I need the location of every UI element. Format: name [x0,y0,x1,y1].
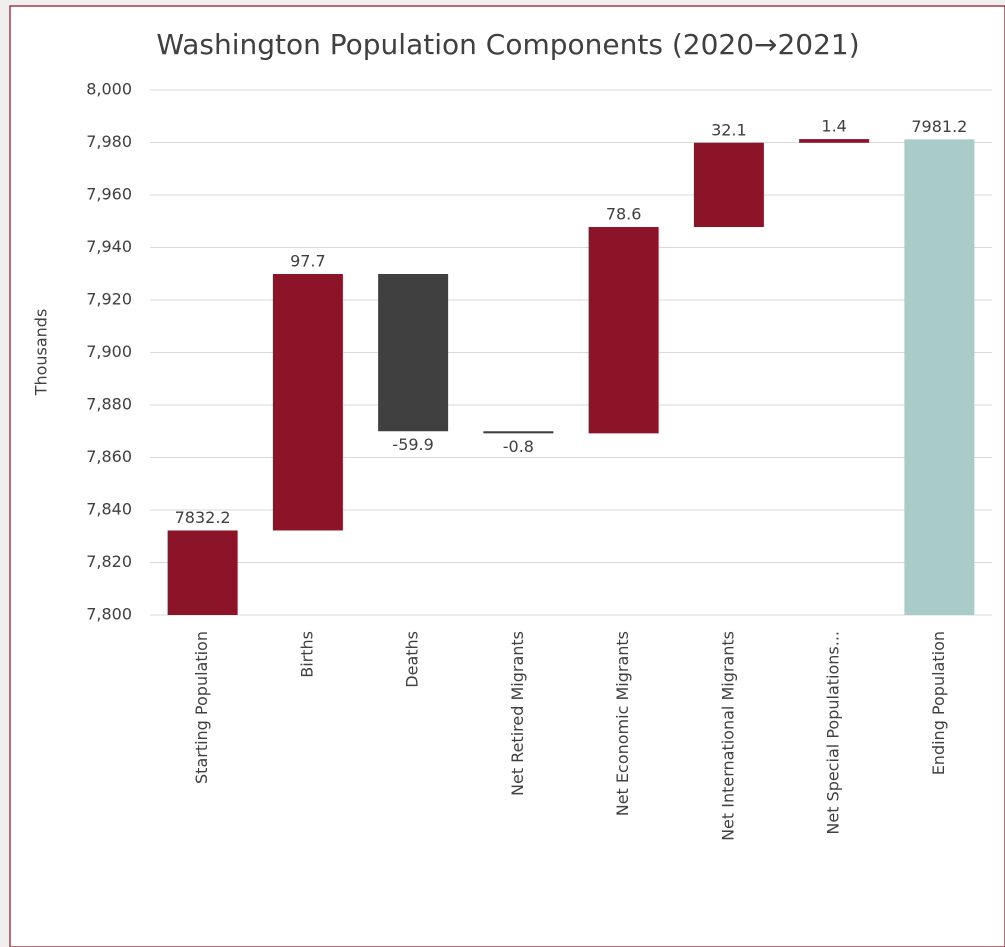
y-tick-label: 8,000 [86,80,132,99]
x-tick-label: Net Retired Migrants [508,631,527,796]
bar [378,274,449,432]
y-tick-label: 7,860 [86,447,132,466]
value-label: 7832.2 [175,508,231,527]
value-label: 7981.2 [911,117,967,136]
x-tick-label: Net Economic Migrants [613,631,632,816]
bar [693,142,764,228]
y-tick-label: 7,980 [86,132,132,151]
y-tick-label: 7,940 [86,237,132,256]
y-tick-label: 7,900 [86,342,132,361]
y-tick-label: 7,880 [86,395,132,414]
bar [483,431,554,434]
bar [799,139,870,143]
chart-title: Washington Population Components (2020→2… [156,28,859,61]
value-label: -0.8 [503,437,534,456]
x-tick-label: Births [297,631,316,678]
bar [904,139,975,615]
y-tick-label: 7,800 [86,605,132,624]
value-label: 32.1 [711,120,747,139]
x-tick-label: Net International Migrants [718,631,737,841]
x-tick-label: Starting Population [192,631,211,784]
bar [588,227,659,434]
bar [272,274,343,531]
value-label: 78.6 [606,205,642,224]
y-tick-label: 7,920 [86,290,132,309]
x-tick-label: Deaths [403,631,422,688]
y-axis-label: Thousands [32,309,51,397]
x-tick-label: Ending Population [929,631,948,775]
value-label: -59.9 [392,435,433,454]
y-tick-label: 7,820 [86,552,132,571]
chart-frame [9,5,1005,947]
x-tick-label: Net Special Populations... [824,631,843,835]
bar [167,530,238,615]
y-tick-label: 7,960 [86,185,132,204]
value-label: 1.4 [821,117,846,136]
y-tick-label: 7,840 [86,500,132,519]
value-label: 97.7 [290,252,326,271]
